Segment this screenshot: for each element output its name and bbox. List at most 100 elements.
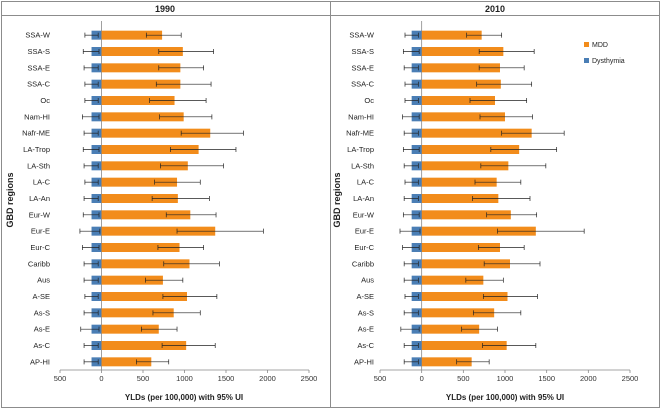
p1990-x-tick-label: 500: [137, 374, 150, 383]
p1990-category-label: AP-HI: [30, 357, 50, 366]
p2010-bar-mdd: [421, 112, 505, 122]
p2010-bar-mdd: [421, 210, 511, 220]
p2010-x-tick-label: 2000: [580, 374, 597, 383]
p1990-bar-mdd: [101, 275, 163, 285]
p2010-category-label: Nafr-ME: [346, 129, 374, 138]
panel-1990-plot: 500 0 500 1000 1500 2000 2500 SSA-W SSA-S SSA-E SS…: [22, 21, 317, 383]
p1990-bar-mdd: [101, 63, 181, 73]
p1990-category-label: Caribb: [28, 259, 50, 268]
p2010-category-label: LA-Trop: [347, 145, 374, 154]
p2010-bar-mdd: [421, 161, 509, 171]
p2010-category-label: SSA-C: [351, 80, 375, 89]
p2010-bar-mdd: [421, 79, 501, 89]
p2010-bar-mdd: [421, 47, 504, 56]
panel-1990-title: 1990: [155, 4, 175, 14]
p1990-x-tick-label: 1000: [176, 374, 193, 383]
p1990-x-tick-label: 0: [99, 374, 103, 383]
panel-2010-xlabel: YLDs (per 100,000) with 95% UI: [446, 393, 564, 402]
p2010-x-tick-label: 1500: [538, 374, 555, 383]
p1990-bar-mdd: [101, 112, 184, 122]
p1990-bar-mdd: [101, 47, 183, 56]
p1990-category-label: SSA-S: [27, 47, 50, 56]
p1990-category-label: Eur-E: [31, 227, 50, 236]
p2010-x-tick-label: 500: [374, 374, 387, 383]
p2010-category-label: A-SE: [356, 292, 374, 301]
p2010-bar-mdd: [421, 357, 472, 367]
p1990-category-label: Eur-C: [30, 243, 50, 252]
p2010-category-label: LA-Sth: [351, 161, 374, 170]
p1990-category-label: As-S: [34, 308, 50, 317]
p2010-x-tick-label: 500: [457, 374, 470, 383]
p2010-bar-mdd: [421, 226, 536, 236]
p2010-bar-mdd: [421, 341, 507, 350]
p1990-category-label: Nam-HI: [24, 112, 50, 121]
p1990-category-label: SSA-E: [27, 63, 50, 72]
p2010-category-label: SSA-S: [351, 47, 374, 56]
p2010-category-label: Eur-C: [354, 243, 374, 252]
p1990-x-tick-label: 2500: [301, 374, 318, 383]
p1990-bar-mdd: [101, 243, 180, 252]
p1990-bar-mdd: [101, 145, 199, 154]
p2010-x-tick-label: 1000: [497, 374, 514, 383]
p1990-x-tick-label: 2000: [259, 374, 276, 383]
p2010-category-label: SSA-E: [351, 63, 374, 72]
panel-1990-ylabel: GBD regions: [5, 172, 15, 227]
p1990-category-label: Nafr-ME: [22, 129, 50, 138]
p2010-bar-mdd: [421, 145, 520, 154]
p2010-bar-mdd: [421, 194, 499, 203]
p2010-category-label: Aus: [361, 276, 374, 285]
legend-label-mdd: MDD: [592, 42, 608, 49]
p1990-bar-mdd: [101, 96, 175, 105]
p1990-x-tick-label: 500: [54, 374, 67, 383]
p2010-bar-mdd: [421, 177, 497, 187]
p2010-category-label: LA-C: [357, 178, 375, 187]
p2010-category-label: SSA-W: [349, 31, 375, 40]
p1990-bar-mdd: [101, 194, 178, 203]
p2010-x-tick-label: 2500: [622, 374, 639, 383]
legend-swatch-dysthymia: [584, 58, 589, 63]
legend-label-dysthymia: Dysthymia: [592, 58, 625, 65]
p1990-bar-mdd: [101, 79, 181, 89]
panel-1990-xlabel: YLDs (per 100,000) with 95% UI: [125, 393, 243, 402]
p2010-bar-mdd: [421, 30, 482, 40]
p1990-category-label: LA-Sth: [27, 161, 50, 170]
p2010-bar-mdd: [421, 128, 532, 138]
p2010-category-label: As-E: [358, 325, 374, 334]
p1990-bar-mdd: [101, 292, 187, 301]
p1990-bar-mdd: [101, 210, 191, 220]
p1990-bar-mdd: [101, 177, 178, 187]
p1990-bar-mdd: [101, 324, 159, 334]
p1990-bar-mdd: [101, 226, 216, 236]
panel-2010-plot: 500 0 500 1000 1500 2000 2500 SSA-W SSA-S SSA-E SS…: [346, 21, 638, 383]
p1990-category-label: SSA-W: [25, 31, 51, 40]
p1990-category-label: Eur-W: [29, 210, 51, 219]
p1990-bar-mdd: [101, 161, 188, 171]
p2010-category-label: As-C: [357, 341, 374, 350]
panel-2010-ylabel: GBD regions: [332, 172, 342, 227]
p2010-category-label: Eur-W: [353, 210, 375, 219]
p2010-bar-mdd: [421, 96, 495, 105]
p1990-bar-mdd: [101, 357, 152, 367]
p2010-category-label: Caribb: [352, 259, 374, 268]
panel-2010-title: 2010: [485, 4, 505, 14]
p1990-category-label: A-SE: [32, 292, 50, 301]
p1990-category-label: SSA-C: [27, 80, 51, 89]
p1990-category-label: As-E: [34, 325, 50, 334]
p1990-bar-mdd: [101, 308, 174, 318]
p2010-category-label: AP-HI: [354, 357, 374, 366]
p1990-category-label: As-C: [33, 341, 50, 350]
p2010-category-label: Eur-E: [355, 227, 374, 236]
p2010-bar-mdd: [421, 275, 484, 285]
p1990-bar-mdd: [101, 341, 187, 350]
p1990-category-label: Oc: [40, 96, 50, 105]
p2010-bar-mdd: [421, 324, 480, 334]
p2010-bar-mdd: [421, 243, 500, 252]
legend: MDD Dysthymia: [584, 42, 625, 65]
p1990-category-label: Aus: [37, 276, 50, 285]
p2010-bar-mdd: [421, 308, 495, 318]
p1990-category-label: LA-C: [33, 178, 51, 187]
p2010-x-tick-label: 0: [420, 374, 424, 383]
p2010-bar-mdd: [421, 259, 510, 269]
